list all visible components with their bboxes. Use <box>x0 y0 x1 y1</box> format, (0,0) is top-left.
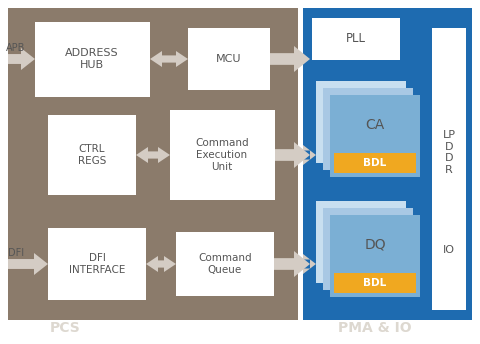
Bar <box>334 273 416 293</box>
Text: PCS: PCS <box>49 321 80 335</box>
Polygon shape <box>270 46 310 72</box>
Polygon shape <box>136 147 170 163</box>
Polygon shape <box>303 145 316 165</box>
Bar <box>312 18 400 60</box>
Bar <box>323 208 413 290</box>
Polygon shape <box>146 256 176 272</box>
Text: Command
Queue: Command Queue <box>198 253 252 275</box>
Polygon shape <box>303 254 316 274</box>
Bar <box>8 8 298 320</box>
Bar <box>323 88 413 170</box>
Bar <box>176 232 274 296</box>
Bar <box>48 115 136 195</box>
Bar <box>432 28 466 310</box>
Polygon shape <box>8 253 48 275</box>
Text: LP
D
D
R: LP D D R <box>443 130 456 175</box>
Bar <box>316 201 406 283</box>
Text: MCU: MCU <box>216 54 242 64</box>
Text: DFI
INTERFACE: DFI INTERFACE <box>69 253 125 275</box>
Text: ADDRESS
HUB: ADDRESS HUB <box>65 48 119 70</box>
Bar <box>48 228 146 300</box>
Bar <box>170 110 275 200</box>
Bar <box>316 81 406 163</box>
Polygon shape <box>274 251 310 277</box>
Text: CTRL
REGS: CTRL REGS <box>78 144 106 166</box>
Text: PLL: PLL <box>346 32 366 45</box>
Bar <box>330 95 420 177</box>
Text: CA: CA <box>365 118 384 132</box>
Text: BDL: BDL <box>363 278 386 288</box>
Bar <box>334 153 416 173</box>
Bar <box>303 8 472 320</box>
Bar <box>35 22 150 97</box>
Text: DQ: DQ <box>364 238 386 252</box>
Text: PMA & IO: PMA & IO <box>338 321 412 335</box>
Text: Command
Execution
Unit: Command Execution Unit <box>195 138 249 172</box>
Text: IO: IO <box>443 245 455 255</box>
Text: DFI: DFI <box>8 248 24 258</box>
Polygon shape <box>275 142 310 168</box>
Bar <box>330 215 420 297</box>
Text: BDL: BDL <box>363 158 386 168</box>
Polygon shape <box>8 48 35 70</box>
Polygon shape <box>150 51 188 67</box>
Text: APB: APB <box>6 43 26 53</box>
Bar <box>188 28 270 90</box>
